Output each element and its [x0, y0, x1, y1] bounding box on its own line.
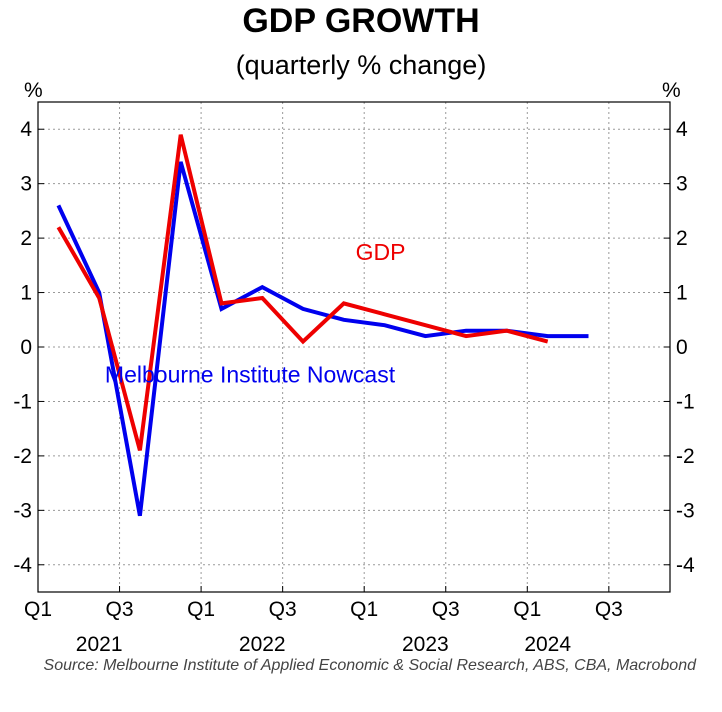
y-tick-label-right: 2 — [676, 227, 688, 250]
y-tick-label-left: 1 — [20, 282, 32, 305]
y-axis-unit-right: % — [662, 79, 681, 102]
chart-subtitle: (quarterly % change) — [235, 50, 487, 80]
y-tick-label-left: 0 — [20, 336, 32, 359]
melbourne-institute-nowcast-line — [56, 161, 589, 517]
y-tick-label-right: 1 — [676, 282, 688, 305]
gdp-line — [56, 134, 549, 451]
gdp-label: GDP — [356, 239, 406, 265]
x-tick-label: Q1 — [24, 598, 52, 621]
x-tick-label: Q3 — [432, 598, 460, 621]
x-tick-label: Q3 — [269, 598, 297, 621]
label-layer: 4 4 3 3 2 2 1 1 0 0 -1 -1 -2 -2 -3 -3 -4 -4 Q1 Q3 Q1 Q3 Q1 Q3 Q1… — [13, 79, 695, 656]
y-tick-label-right: 4 — [676, 118, 688, 141]
y-axis-unit-left: % — [24, 79, 43, 102]
y-tick-label-right: -4 — [676, 554, 695, 577]
y-tick-label-right: -3 — [676, 499, 695, 522]
y-tick-label-right: 0 — [676, 336, 688, 359]
y-tick-label-right: 3 — [676, 173, 688, 196]
y-tick-label-right: -1 — [676, 390, 695, 413]
source-note: Source: Melbourne Institute of Applied E… — [43, 657, 696, 674]
y-tick-label-left: -3 — [13, 499, 32, 522]
x-tick-label: Q1 — [513, 598, 541, 621]
y-tick-label-left: -1 — [13, 390, 32, 413]
chart-title: GDP GROWTH — [242, 2, 480, 40]
melbourne-institute-nowcast-label: Melbourne Institute Nowcast — [105, 361, 396, 387]
y-tick-label-left: -2 — [13, 445, 32, 468]
y-tick-label-left: 2 — [20, 227, 32, 250]
x-year-label: 2024 — [524, 633, 571, 656]
x-year-label: 2022 — [239, 633, 286, 656]
grid-layer — [37, 102, 670, 592]
series-layer — [56, 134, 589, 517]
x-tick-label: Q1 — [350, 598, 378, 621]
x-tick-label: Q3 — [106, 598, 134, 621]
y-tick-label-left: 4 — [20, 118, 32, 141]
x-tick-label: Q1 — [187, 598, 215, 621]
y-tick-label-right: -2 — [676, 445, 695, 468]
x-year-label: 2021 — [76, 633, 123, 656]
y-tick-label-left: 3 — [20, 173, 32, 196]
x-tick-label: Q3 — [595, 598, 623, 621]
x-year-label: 2023 — [402, 633, 449, 656]
axis-layer — [37, 128, 670, 592]
y-tick-label-left: -4 — [13, 554, 32, 577]
